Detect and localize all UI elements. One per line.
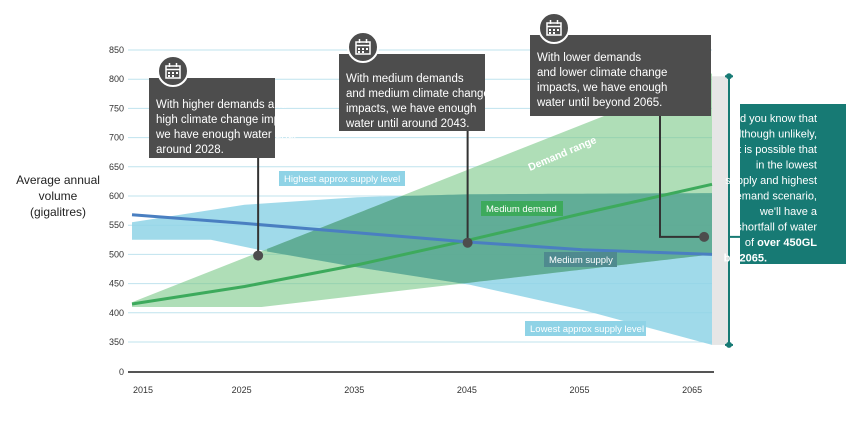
shortfall-note: Did you know that although unlikely, it is… [724, 73, 846, 348]
y-tick-label: 550 [109, 220, 124, 230]
y-tick-label: 450 [109, 279, 124, 289]
calendar-icon-body [165, 65, 181, 79]
note-bold-value: over 450GL [757, 237, 817, 249]
y-tick-label: 700 [109, 133, 124, 143]
calendar-icon-day [358, 48, 360, 50]
y-axis-title: (gigalitres) [30, 205, 86, 219]
label-highest-supply-bg [279, 171, 405, 186]
callout-text: impacts, we have enough [537, 82, 667, 94]
note-line: in the lowest [756, 160, 817, 172]
note-bracket-end [726, 341, 732, 348]
note-line: we'll have a [759, 206, 818, 218]
y-tick-label: 650 [109, 162, 124, 172]
y-tick-label: 750 [109, 103, 124, 113]
calendar-icon-day [172, 75, 174, 77]
callout-box [530, 35, 711, 116]
y-axis-title: volume [39, 189, 78, 203]
x-tick-label: 2015 [133, 385, 153, 395]
note-line: it is possible that [736, 144, 817, 156]
y-tick-label: 400 [109, 308, 124, 318]
calendar-icon-day [366, 48, 368, 50]
callout-text: and medium climate change [346, 88, 490, 100]
y-tick-label: 800 [109, 74, 124, 84]
callout-leader [659, 116, 705, 238]
y-tick-label: 350 [109, 337, 124, 347]
callout-text: impacts, we have enough [346, 103, 476, 115]
calendar-icon [347, 31, 379, 63]
calendar-icon-day [362, 51, 364, 53]
y-tick-label: 600 [109, 191, 124, 201]
calendar-icon-day [172, 72, 174, 74]
callout-point [462, 237, 473, 248]
x-tick-label: 2035 [344, 385, 364, 395]
calendar-icon-body [355, 41, 371, 55]
label-lowest-supply-bg [525, 321, 646, 336]
calendar-icon [157, 55, 189, 87]
callout-2: With medium demands and medium climate ch… [339, 31, 490, 248]
callout-box [339, 54, 485, 131]
label-highest-supply: Highest approx supply level [284, 174, 400, 185]
y-tick-label: 850 [109, 45, 124, 55]
callout-1: With higher demands and high climate chan… [149, 55, 304, 261]
calendar-icon-day [362, 48, 364, 50]
label-medium-supply-bg [544, 252, 617, 267]
y-tick-label: 500 [109, 249, 124, 259]
callout-text: With lower demands [537, 52, 641, 64]
calendar-icon-day [358, 51, 360, 53]
x-tick-label: 2045 [457, 385, 477, 395]
calendar-icon-day [557, 29, 559, 31]
series-line-medium-supply [131, 213, 713, 256]
label-medium-demand-bg [481, 201, 563, 216]
label-medium-demand: Medium demand [486, 204, 557, 215]
callout-text: With higher demands and [156, 99, 287, 111]
calendar-icon-day [168, 75, 170, 77]
x-tick-label: 2065 [682, 385, 702, 395]
calendar-icon [538, 12, 570, 44]
callout-text: With medium demands [346, 73, 464, 85]
calendar-icon-day [549, 29, 551, 31]
callout-point [699, 231, 710, 242]
callouts: With higher demands and high climate chan… [149, 12, 711, 261]
x-tick-label: 2025 [232, 385, 252, 395]
note-line: shortfall of water [736, 222, 817, 234]
shortfall-bar [712, 76, 728, 345]
note-box [740, 104, 846, 264]
calendar-icon-day [168, 72, 170, 74]
calendar-icon-day [553, 32, 555, 34]
y-axis-title: Average annual [16, 173, 100, 187]
callout-text: water until around 2043. [345, 118, 469, 130]
calendar-icon-body [546, 22, 562, 36]
note-last-line: by 2065. [724, 253, 767, 265]
callout-text: high climate change impacts, [156, 114, 304, 126]
callout-box [149, 78, 275, 158]
note-line: although unlikely, [733, 129, 817, 141]
callout-text: water until beyond 2065. [536, 97, 662, 109]
axes: 0 350 400 450 500 550 600 650 700 750 800 850 2015 20… [16, 45, 714, 395]
note-highlight: of over 450GL [745, 237, 817, 249]
chart-lines [131, 182, 713, 306]
label-lowest-supply: Lowest approx supply level [530, 324, 644, 335]
note-bracket-end [726, 73, 732, 80]
callout-text: we have enough water until [155, 129, 296, 141]
y-tick-label: 0 [119, 367, 124, 377]
calendar-icon-day [549, 32, 551, 34]
series-line-medium-demand [131, 182, 713, 306]
note-prefix: of [745, 237, 757, 249]
calendar-icon-day [553, 29, 555, 31]
calendar-icon-day [176, 72, 178, 74]
callout-text: and lower climate change [537, 67, 667, 79]
callout-3: With lower demands and lower climate chan… [530, 12, 711, 242]
x-tick-label: 2055 [569, 385, 589, 395]
note-line: demand scenario, [730, 191, 817, 203]
callout-text: around 2028. [156, 144, 224, 156]
note-line: Did you know that [730, 113, 817, 125]
label-medium-supply: Medium supply [549, 255, 613, 266]
note-line: supply and highest [725, 175, 817, 187]
callout-point [253, 250, 264, 261]
